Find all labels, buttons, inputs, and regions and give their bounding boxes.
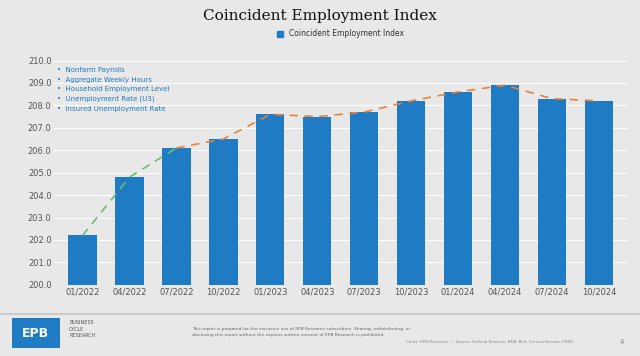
Bar [397,101,426,285]
Legend: Coincident Employment Index: Coincident Employment Index [274,26,408,41]
Bar [444,92,472,285]
Bar [303,116,332,285]
Bar [350,112,378,285]
Text: This report is prepared for the exclusive use of EPB Research subscribers. Shari: This report is prepared for the exclusiv… [192,327,410,336]
Text: BUSINESS
CYCLE
RESEARCH: BUSINESS CYCLE RESEARCH [69,320,95,339]
Bar [209,139,237,285]
Text: Chart: EPB Research  •  Source: Federal Reserve, BEA, BLS, Census Bureau, FRED: Chart: EPB Research • Source: Federal Re… [406,340,573,345]
Text: 4: 4 [620,340,624,345]
Text: Coincident Employment Index: Coincident Employment Index [203,9,437,23]
Bar [538,99,566,285]
Bar [115,177,143,285]
Bar [491,85,519,285]
Text: •  Nonfarm Payrolls
•  Aggregate Weekly Hours
•  Household Employment Level
•  U: • Nonfarm Payrolls • Aggregate Weekly Ho… [57,67,170,112]
Bar [585,101,613,285]
Bar [256,114,284,285]
Text: EPB: EPB [22,326,49,340]
Bar [68,235,97,285]
Bar [163,148,191,285]
